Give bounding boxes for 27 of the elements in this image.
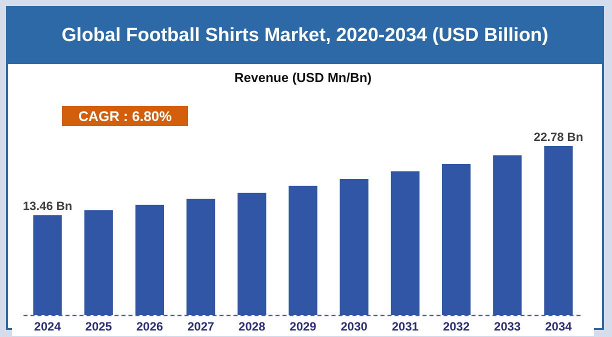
bar xyxy=(442,164,471,315)
bar xyxy=(238,192,266,315)
x-tick-label: 2032 xyxy=(442,320,470,334)
data-label: 13.46 Bn xyxy=(22,199,72,214)
text: CAGR : 6.80% xyxy=(62,106,188,126)
x-tick-label: 2033 xyxy=(494,320,522,334)
x-tick-label: 2029 xyxy=(290,320,317,334)
bar xyxy=(544,146,573,315)
x-tick-label: 2034 xyxy=(545,320,572,334)
data-label: 22.78 Bn xyxy=(534,130,584,144)
bar xyxy=(493,155,522,315)
x-tick-label: 2031 xyxy=(392,320,419,334)
chart-title: Global Football Shirts Market, 2020-2034 (USD Billion) xyxy=(8,8,602,64)
bar xyxy=(186,198,216,315)
x-tick-label: 2028 xyxy=(238,320,266,334)
x-tick-label: 2030 xyxy=(340,320,368,334)
x-tick-label: 2026 xyxy=(136,320,164,334)
bar xyxy=(340,178,368,315)
bar xyxy=(84,210,113,315)
bar xyxy=(390,171,420,315)
chart-subtitle: Revenue (USD Mn/Bn) xyxy=(234,70,372,85)
bar xyxy=(33,215,62,315)
x-tick-label: 2027 xyxy=(187,320,214,334)
x-tick-label: 2025 xyxy=(85,320,112,334)
bar xyxy=(288,186,318,315)
bar xyxy=(135,204,164,315)
x-tick-label: 2024 xyxy=(34,320,62,334)
